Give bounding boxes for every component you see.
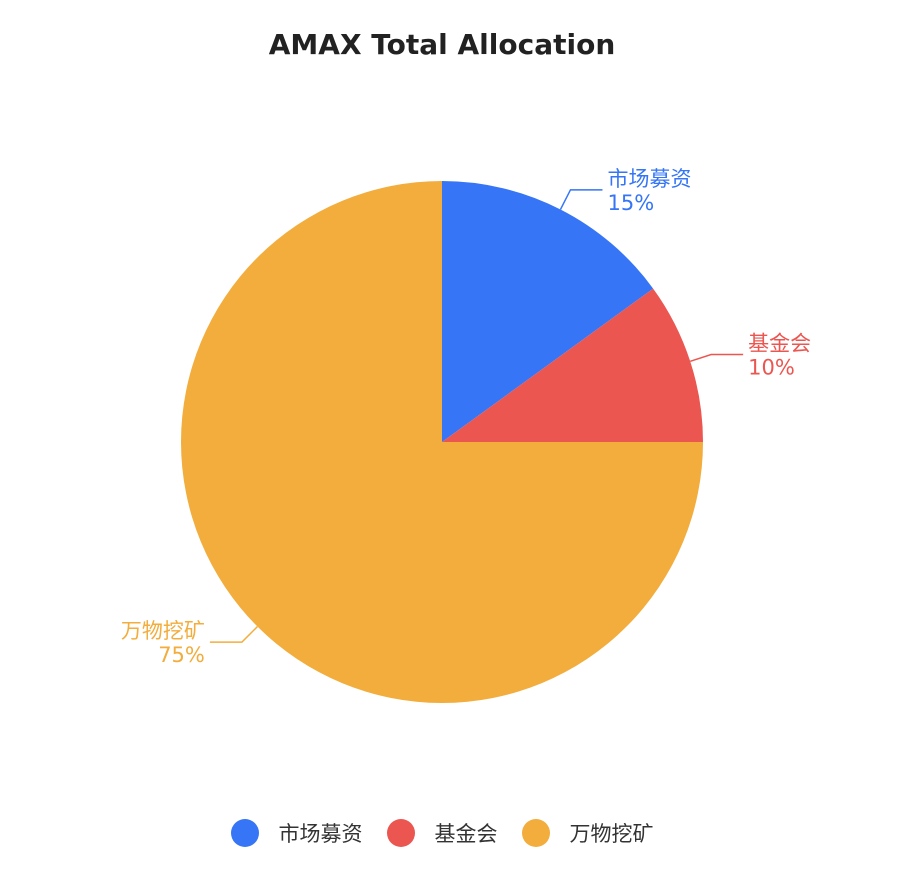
leader-line-market [559, 189, 603, 210]
slice-label-mining: 万物挖矿 [121, 619, 205, 643]
slice-percent-market: 15% [607, 191, 654, 215]
slice-percent-mining: 75% [158, 643, 205, 667]
legend-item-2[interactable]: 万物挖矿 [521, 818, 654, 848]
legend-item-0[interactable]: 市场募资 [230, 818, 363, 848]
leader-line-mining [209, 626, 258, 643]
legend-label-1: 基金会 [434, 822, 498, 846]
legend-item-1[interactable]: 基金会 [386, 818, 498, 848]
slice-label-foundation: 基金会 [748, 332, 811, 356]
chart-title: AMAX Total Allocation [268, 28, 616, 61]
pie-slice-mining[interactable] [181, 181, 703, 703]
slice-percent-foundation: 10% [748, 356, 795, 380]
pie-slice-market[interactable] [442, 181, 654, 442]
legend-label-2: 万物挖矿 [569, 822, 654, 846]
legend-marker-1 [386, 819, 415, 847]
legend-marker-0 [230, 819, 259, 847]
legend: 市场募资 基金会 万物挖矿 [0, 818, 884, 848]
slice-label-market: 市场募资 [607, 167, 691, 191]
legend-label-0: 市场募资 [278, 822, 363, 846]
pie-slice-foundation[interactable] [442, 288, 703, 442]
leader-line-foundation [689, 353, 744, 363]
legend-marker-2 [521, 819, 550, 847]
